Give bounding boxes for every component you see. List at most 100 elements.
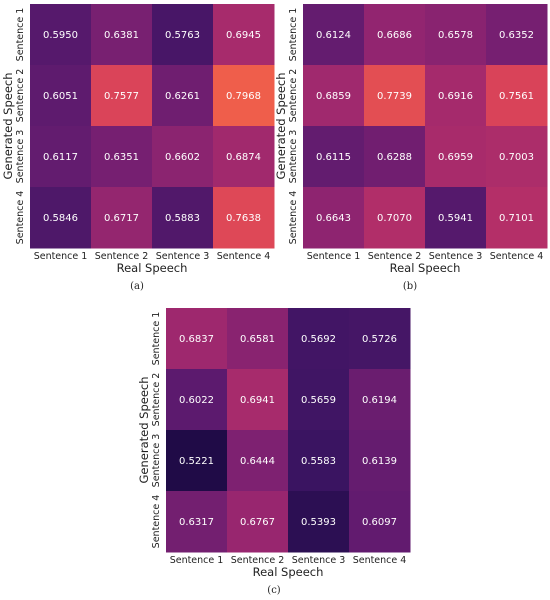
x-tick-label: Sentence 4 xyxy=(490,251,544,262)
heatmap-cell xyxy=(166,308,228,370)
y-axis-label: Generated Speech xyxy=(274,72,288,179)
x-tick-label: Sentence 3 xyxy=(292,555,346,566)
heatmap-cell xyxy=(227,430,289,492)
heatmap-cell xyxy=(486,4,548,66)
cell-value-label: 0.5846 xyxy=(43,213,78,224)
panel-caption: (a) xyxy=(130,281,144,292)
cell-value-label: 0.5941 xyxy=(438,213,473,224)
x-axis-label: Real Speech xyxy=(117,261,188,275)
heatmap-cell xyxy=(303,65,365,127)
cell-value-label: 0.5221 xyxy=(179,456,214,467)
heatmap-cell xyxy=(425,65,487,127)
heatmap-cell xyxy=(425,126,487,188)
cell-value-label: 0.6859 xyxy=(316,91,351,102)
heatmap-cell xyxy=(303,4,365,66)
x-tick-label: Sentence 2 xyxy=(95,251,149,262)
cell-value-label: 0.6117 xyxy=(43,152,78,163)
y-tick-label: Sentence 4 xyxy=(15,191,26,245)
cell-value-label: 0.5393 xyxy=(301,517,336,528)
cell-value-label: 0.7739 xyxy=(377,91,412,102)
x-tick-label: Sentence 1 xyxy=(170,555,224,566)
y-tick-label: Sentence 3 xyxy=(288,130,299,184)
cell-value-label: 0.6916 xyxy=(438,91,473,102)
cell-value-label: 0.7968 xyxy=(226,91,261,102)
heatmap-panel-1: 0.5950 0.6381 0.5763 0.6945 0.6051 0.7577 0.62… xyxy=(1,4,275,292)
x-tick-label: Sentence 1 xyxy=(307,251,361,262)
heatmap-cell xyxy=(91,65,153,127)
heatmap-cell xyxy=(227,308,289,370)
cell-value-label: 0.6945 xyxy=(226,30,261,41)
cell-value-label: 0.5659 xyxy=(301,395,336,406)
heatmap-cell xyxy=(152,65,214,127)
cell-value-label: 0.5692 xyxy=(301,334,336,345)
cell-value-label: 0.5583 xyxy=(301,456,336,467)
cell-value-label: 0.6717 xyxy=(104,213,139,224)
heatmap-cell xyxy=(30,126,92,188)
heatmap-panel-3: 0.6837 0.6581 0.5692 0.5726 0.6022 0.6941 0.56… xyxy=(137,308,411,596)
y-axis-label: Generated Speech xyxy=(1,72,15,179)
x-tick-label: Sentence 3 xyxy=(429,251,483,262)
heatmap-cell xyxy=(166,491,228,553)
heatmap-cell xyxy=(213,4,275,66)
cell-value-label: 0.6097 xyxy=(362,517,397,528)
y-axis-label: Generated Speech xyxy=(137,376,151,483)
cell-value-label: 0.6022 xyxy=(179,395,214,406)
heatmap-cell xyxy=(364,65,426,127)
panel-caption: (b) xyxy=(403,281,417,292)
cell-value-label: 0.6139 xyxy=(362,456,397,467)
x-tick-label: Sentence 4 xyxy=(217,251,271,262)
cell-value-label: 0.7638 xyxy=(226,213,261,224)
cell-value-label: 0.6124 xyxy=(316,30,351,41)
cell-value-label: 0.6194 xyxy=(362,395,397,406)
y-tick-label: Sentence 2 xyxy=(151,373,162,427)
panel-caption: (c) xyxy=(267,585,281,596)
heatmap-cell xyxy=(152,187,214,249)
heatmap-cell xyxy=(486,65,548,127)
cell-value-label: 0.6317 xyxy=(179,517,214,528)
heatmap-cell xyxy=(30,4,92,66)
heatmap-cell xyxy=(30,65,92,127)
heatmap-cell xyxy=(213,187,275,249)
heatmap-cell xyxy=(364,187,426,249)
y-tick-label: Sentence 1 xyxy=(288,8,299,62)
heatmap-cell xyxy=(303,187,365,249)
cell-value-label: 0.6261 xyxy=(165,91,200,102)
cell-value-label: 0.6602 xyxy=(165,152,200,163)
y-tick-label: Sentence 2 xyxy=(288,69,299,123)
cell-value-label: 0.6686 xyxy=(377,30,412,41)
cell-value-label: 0.5950 xyxy=(43,30,78,41)
heatmap-panel-2: 0.6124 0.6686 0.6578 0.6352 0.6859 0.7739 0.69… xyxy=(274,4,548,292)
y-tick-label: Sentence 3 xyxy=(151,434,162,488)
heatmap-cell xyxy=(349,369,411,431)
heatmap-cell xyxy=(152,126,214,188)
heatmap-cell xyxy=(349,308,411,370)
heatmap-cell xyxy=(227,369,289,431)
heatmap-cell xyxy=(213,126,275,188)
cell-value-label: 0.6874 xyxy=(226,152,261,163)
y-tick-label: Sentence 1 xyxy=(151,312,162,366)
heatmap-cell xyxy=(364,126,426,188)
cell-value-label: 0.6941 xyxy=(240,395,275,406)
heatmap-cell xyxy=(166,430,228,492)
cell-value-label: 0.6581 xyxy=(240,334,275,345)
heatmap-cell xyxy=(486,126,548,188)
cell-value-label: 0.6115 xyxy=(316,152,351,163)
y-tick-label: Sentence 4 xyxy=(288,191,299,245)
heatmap-cell xyxy=(364,4,426,66)
x-tick-label: Sentence 2 xyxy=(231,555,285,566)
cell-value-label: 0.7003 xyxy=(499,152,534,163)
cell-value-label: 0.6767 xyxy=(240,517,275,528)
cell-value-label: 0.5763 xyxy=(165,30,200,41)
cell-value-label: 0.5883 xyxy=(165,213,200,224)
heatmap-cell xyxy=(425,187,487,249)
heatmap-cell xyxy=(288,491,350,553)
cell-value-label: 0.6288 xyxy=(377,152,412,163)
cell-value-label: 0.7101 xyxy=(499,213,534,224)
heatmap-cell xyxy=(349,430,411,492)
x-axis-label: Real Speech xyxy=(390,261,461,275)
heatmap-cell xyxy=(91,187,153,249)
cell-value-label: 0.7070 xyxy=(377,213,412,224)
cell-value-label: 0.6643 xyxy=(316,213,351,224)
cell-value-label: 0.6578 xyxy=(438,30,473,41)
